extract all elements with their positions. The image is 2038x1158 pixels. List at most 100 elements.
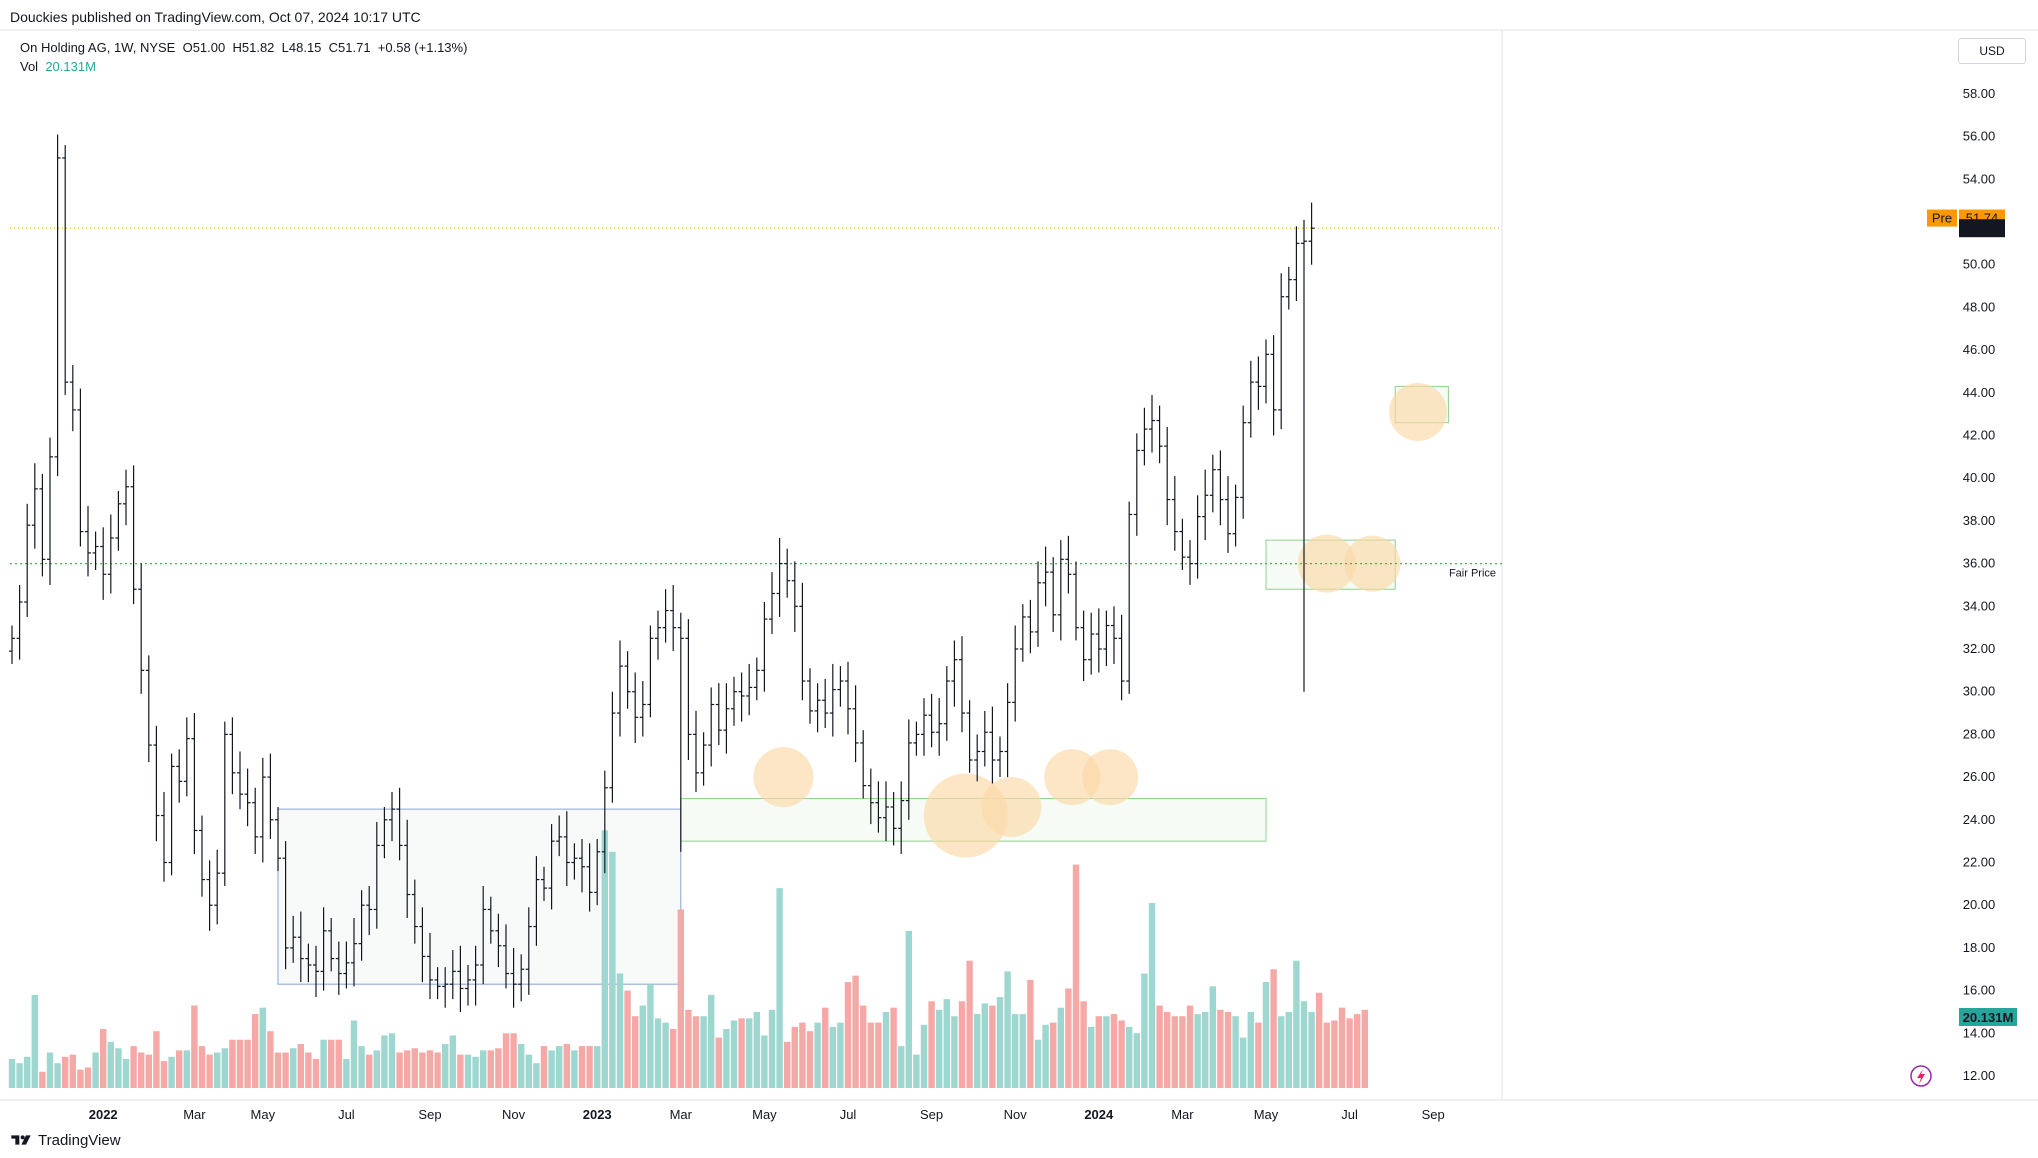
volume-bar [335, 1039, 342, 1088]
volume-bar [1148, 903, 1156, 1088]
ohlc-bar [1073, 561, 1079, 641]
volume-bar [305, 1052, 312, 1088]
volume-bar [1080, 1001, 1087, 1088]
ohlc-bar [123, 469, 129, 526]
ohlc-bar [974, 734, 981, 782]
volume-bar [768, 1009, 776, 1088]
volume-bar [1034, 1039, 1042, 1088]
ohlc-bar [503, 924, 509, 989]
volume-bar [419, 1052, 426, 1088]
volume-bar [1224, 1011, 1232, 1088]
ohlc-bar [472, 945, 479, 1006]
highlight-circle [981, 776, 1042, 837]
ohlc-bar [905, 719, 912, 820]
ohlc-bar [313, 945, 319, 998]
volume-bar [1156, 1005, 1163, 1088]
volume-bar [533, 1063, 540, 1088]
volume-bar [867, 1022, 874, 1088]
volume-bar [1300, 1001, 1308, 1088]
ohlc-bar [1080, 610, 1087, 682]
volume-bar [168, 1056, 175, 1088]
time-tick-label: Nov [502, 1107, 526, 1122]
time-tick-label: Jul [840, 1107, 857, 1122]
ohlc-bar [1308, 202, 1315, 265]
footer: TradingView [10, 1128, 121, 1152]
volume-bar [1262, 982, 1270, 1088]
ohlc-bar [700, 732, 707, 786]
volume-bar [1285, 1011, 1292, 1088]
ohlc-bar [457, 945, 464, 1012]
ohlc-bar [761, 602, 768, 692]
ohlc-bar [161, 792, 167, 882]
volume-bar [632, 1016, 639, 1088]
volume-badge-label: 20.131M [1963, 1010, 2014, 1025]
ohlc-bar [1301, 219, 1307, 692]
volume-bar [647, 984, 654, 1088]
volume-bar [62, 1056, 69, 1088]
price-tick-label: 46.00 [1963, 342, 1996, 357]
ohlc-bar [1156, 405, 1163, 464]
ohlc-bar [199, 815, 205, 897]
volume-bar [966, 960, 973, 1088]
ohlc-bar [434, 967, 441, 1000]
ohlc-bar [928, 693, 935, 748]
current-price-bg [1959, 219, 2005, 238]
ohlc-bar [1103, 610, 1110, 667]
volume-line: Vol 20.131M [20, 57, 467, 76]
ohlc-bar [1042, 546, 1049, 607]
volume-bar [1088, 1026, 1095, 1088]
footer-brand[interactable]: TradingView [38, 1131, 121, 1149]
lightning-icon[interactable] [1910, 1065, 1932, 1087]
time-tick-label: Mar [183, 1107, 206, 1122]
ohlc-bar [639, 681, 646, 737]
volume-bar [1126, 1026, 1133, 1088]
volume-bar [259, 1007, 266, 1088]
ohlc-bar [404, 819, 411, 919]
ohlc-bar [130, 465, 137, 605]
ohlc-bar [670, 584, 677, 652]
open-value: O51.00 [182, 40, 226, 55]
volume-bar [1217, 1009, 1224, 1088]
ohlc-bar [1095, 608, 1102, 673]
ohlc-bar [1187, 540, 1193, 585]
ohlc-bar [282, 841, 289, 970]
volume-bar [616, 973, 624, 1088]
ohlc-bar [495, 913, 502, 968]
ohlc-bar [943, 666, 950, 741]
volume-bar [981, 1003, 988, 1088]
currency-button[interactable]: USD [1958, 38, 2026, 64]
volume-bar [267, 1031, 274, 1088]
volume-bar [571, 1050, 578, 1088]
ohlc-bar [1194, 495, 1201, 579]
volume-bar [1240, 1037, 1247, 1088]
ohlc-bar [685, 619, 692, 761]
ohlc-bar [845, 661, 851, 735]
price-axis[interactable]: 12.00 14.00 16.00 18.00 20.00 22.00 24.00 26.00… [1963, 86, 1996, 1083]
ohlc-bar [571, 843, 578, 880]
ohlc-bar [427, 932, 433, 1000]
lightning-icon-bolt[interactable] [1917, 1069, 1925, 1084]
ohlc-bar [632, 672, 639, 743]
ohlc-bar [556, 815, 563, 857]
ohlc-bar [373, 821, 380, 929]
vol-label[interactable]: Vol [20, 59, 39, 74]
volume-bar [913, 1054, 920, 1088]
price-tick-label: 38.00 [1963, 513, 1996, 528]
ohlc-bar [1232, 484, 1239, 547]
ohlc-bar [267, 753, 274, 840]
volume-bar [191, 1005, 198, 1088]
time-axis[interactable]: 2022 Mar May Jul Sep Nov 2023 Mar May Jul Sep Nov 20… [89, 1107, 1445, 1122]
volume-bar [24, 1056, 31, 1088]
symbol-name[interactable]: On Holding AG, 1W, NYSE [20, 40, 176, 55]
volume-bar [8, 1058, 16, 1088]
time-tick-label: Mar [670, 1107, 693, 1122]
ohlc-bar [237, 751, 243, 810]
volume-bar [198, 1046, 206, 1088]
volume-bar [829, 1026, 836, 1088]
ohlc-bar [921, 698, 927, 756]
price-tick-label: 42.00 [1963, 428, 1996, 443]
ohlc-bar [259, 757, 266, 863]
price-tick-label: 32.00 [1963, 641, 1996, 656]
time-tick-label: Jul [338, 1107, 355, 1122]
